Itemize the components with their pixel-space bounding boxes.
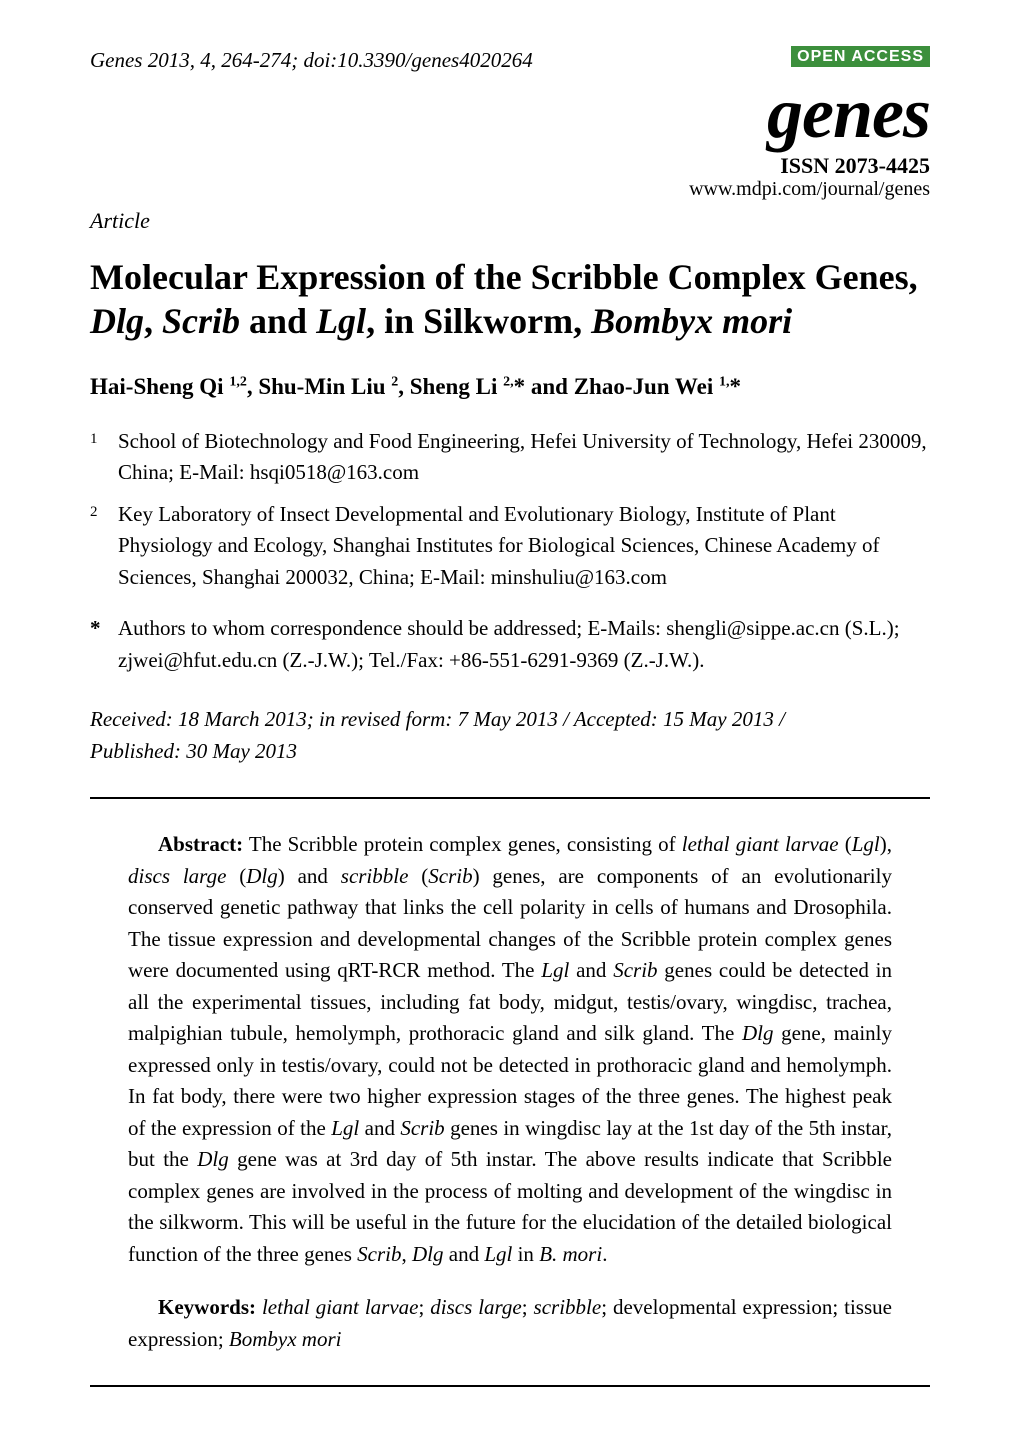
abstract-text: and [359,1116,400,1140]
rule-bottom [90,1385,930,1387]
abstract-label: Abstract: [158,832,243,856]
abstract-ital: Lgl [331,1116,359,1140]
affiliation-text: Key Laboratory of Insect Developmental a… [118,499,930,594]
abstract-text: ( [226,864,246,888]
abstract-text: ( [839,832,852,856]
keywords-text: ; [418,1295,430,1319]
abstract-ital: Scrib [357,1242,401,1266]
keywords-ital: scribble [534,1295,602,1319]
abstract-ital: Dlg [246,864,278,888]
keywords-ital: lethal giant larvae [262,1295,419,1319]
author-line: Hai-Sheng Qi 1,2, Shu-Min Liu 2, Sheng L… [90,374,930,400]
keywords-ital: discs large [430,1295,522,1319]
keywords: Keywords: lethal giant larvae; discs lar… [128,1292,892,1355]
title-text: , in Silkworm, [366,301,591,341]
abstract-ital: Scrib [400,1116,444,1140]
open-access-badge: OPEN ACCESS [791,46,930,67]
author-1-affil: 1,2 [229,374,247,389]
abstract-ital: discs large [128,864,226,888]
dates-line-2: Published: 30 May 2013 [90,739,297,763]
rule-top [90,797,930,799]
correspondence-star: * [90,613,118,676]
abstract-ital: Lgl [484,1242,512,1266]
title-text: and [240,301,316,341]
keywords-paragraph: Keywords: lethal giant larvae; discs lar… [128,1292,892,1355]
author-1: Hai-Sheng Qi [90,374,229,399]
title-text: Molecular Expression of the Scribble Com… [90,257,918,297]
author-3-star: * [514,374,526,399]
author-sep: , [247,374,259,399]
abstract-ital: Scrib [428,864,472,888]
author-sep: , [398,374,410,399]
title-gene-dlg: Dlg [90,301,144,341]
affiliation-text: School of Biotechnology and Food Enginee… [118,426,930,489]
abstract-ital: scribble [341,864,409,888]
affiliation-number: 1 [90,426,118,451]
author-sep: and [525,374,574,399]
page: Genes 2013, 4, 264-274; doi:10.3390/gene… [0,0,1020,1442]
journal-header-right: OPEN ACCESS genes ISSN 2073-4425 www.mdp… [689,48,930,200]
abstract-ital: Scrib [613,958,657,982]
abstract-text: . [602,1242,607,1266]
affiliation-row: 2 Key Laboratory of Insect Developmental… [90,499,930,594]
article-title: Molecular Expression of the Scribble Com… [90,256,930,344]
abstract-ital: Dlg [197,1147,229,1171]
journal-url: www.mdpi.com/journal/genes [689,179,930,200]
abstract-ital: B. mori [539,1242,602,1266]
abstract-text: , [402,1242,413,1266]
abstract-text: ) and [278,864,341,888]
abstract-ital: lethal giant larvae [682,832,839,856]
keywords-label: Keywords: [158,1295,256,1319]
abstract-text: ( [408,864,428,888]
title-gene-lgl: Lgl [316,301,366,341]
keywords-text: ; [522,1295,534,1319]
author-3: Sheng Li [410,374,503,399]
abstract-ital: Lgl [852,832,880,856]
abstract-ital: Dlg [742,1021,774,1045]
abstract-ital: Lgl [541,958,569,982]
author-3-affil: 2, [503,374,514,389]
abstract-ital: Dlg [412,1242,444,1266]
author-4: Zhao-Jun Wei [574,374,719,399]
affiliations: 1 School of Biotechnology and Food Engin… [90,426,930,594]
abstract-text: and [444,1242,485,1266]
top-bar: Genes 2013, 4, 264-274; doi:10.3390/gene… [90,48,930,200]
abstract-text: and [569,958,613,982]
dates-line-1: Received: 18 March 2013; in revised form… [90,707,785,731]
title-text: , [144,301,162,341]
history-dates: Received: 18 March 2013; in revised form… [90,704,930,767]
abstract-text: ), [880,832,892,856]
title-gene-scrib: Scrib [162,301,240,341]
affiliation-number: 2 [90,499,118,524]
journal-logo: genes [689,76,930,152]
abstract-paragraph: Abstract: The Scribble protein complex g… [128,829,892,1270]
author-4-star: * [729,374,741,399]
correspondence-text: Authors to whom correspondence should be… [118,613,930,676]
affiliation-row: 1 School of Biotechnology and Food Engin… [90,426,930,489]
abstract-text: The Scribble protein complex genes, cons… [243,832,682,856]
journal-block: genes ISSN 2073-4425 www.mdpi.com/journa… [689,76,930,200]
title-species: Bombyx mori [591,301,792,341]
keywords-ital: Bombyx mori [229,1327,342,1351]
author-2: Shu-Min Liu [258,374,391,399]
issn-line: ISSN 2073-4425 [689,154,930,177]
article-type: Article [90,208,930,234]
correspondence: * Authors to whom correspondence should … [90,613,930,676]
abstract-text: in [512,1242,539,1266]
running-header: Genes 2013, 4, 264-274; doi:10.3390/gene… [90,48,533,73]
author-4-affil: 1, [719,374,730,389]
abstract: Abstract: The Scribble protein complex g… [128,829,892,1270]
